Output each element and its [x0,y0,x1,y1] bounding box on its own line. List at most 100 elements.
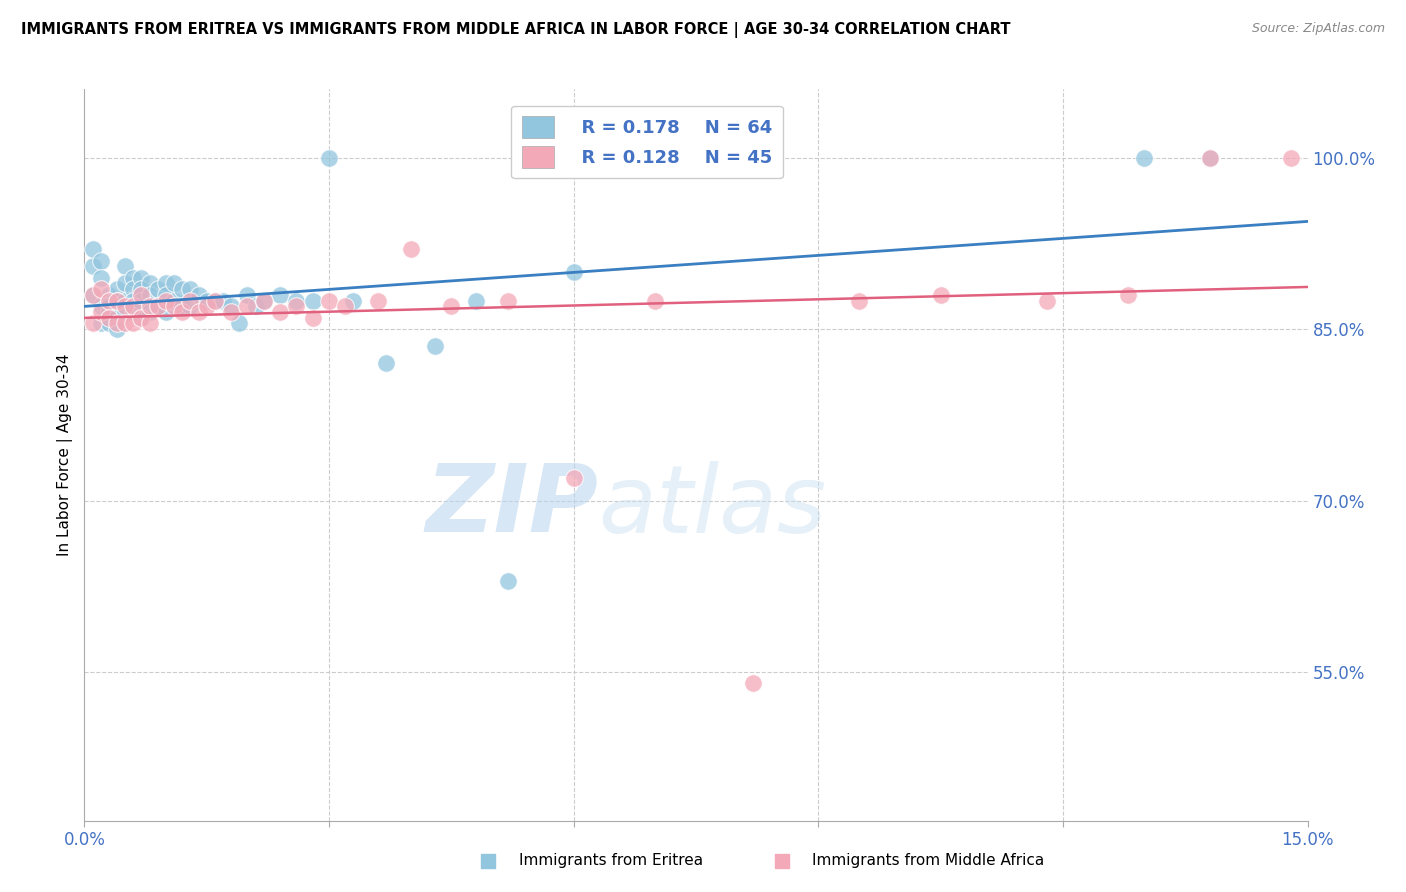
Point [105,282,128,296]
Point [97,293,120,308]
Point [138,288,160,302]
Point [1198,151,1220,165]
Point [114,260,136,274]
Point [131,293,153,308]
Point [82,288,104,302]
Point [236,299,259,313]
Point [146,299,169,313]
Point [97,288,120,302]
Point [155,305,177,319]
Point [228,317,250,331]
Point [138,277,160,291]
Point [163,299,186,313]
Point [179,282,201,296]
Point [236,288,259,302]
Point [179,299,201,313]
Point [929,288,952,302]
Point [122,305,145,319]
Point [204,293,226,308]
Point [90,253,112,268]
Point [122,299,145,313]
Point [269,288,291,302]
Point [114,317,136,331]
Point [204,293,226,308]
Point [155,277,177,291]
Point [195,299,218,313]
Point [172,282,194,296]
Point [114,293,136,308]
Point [105,317,128,331]
Point [375,356,398,371]
Point [285,299,308,313]
Point [644,293,666,308]
Point [138,299,160,313]
Y-axis label: In Labor Force | Age 30-34: In Labor Force | Age 30-34 [58,353,73,557]
Point [155,293,177,308]
Text: Immigrants from Eritrea: Immigrants from Eritrea [519,854,703,869]
Point [122,317,145,331]
Text: Immigrants from Middle Africa: Immigrants from Middle Africa [813,854,1045,869]
Point [97,305,120,319]
Point [131,282,153,296]
Point [138,317,160,331]
Point [105,293,128,308]
Point [498,574,520,588]
Point [131,310,153,325]
Point [742,676,765,690]
Point [245,299,267,313]
Point [172,299,194,313]
Point [105,299,128,313]
Legend:   R = 0.178    N = 64,   R = 0.128    N = 45: R = 0.178 N = 64, R = 0.128 N = 45 [512,105,783,178]
Point [269,305,291,319]
Point [97,310,120,325]
Point [1279,151,1302,165]
Point [285,293,308,308]
Point [318,151,340,165]
Point [90,270,112,285]
Point [146,299,169,313]
Point [1035,293,1057,308]
Point [90,305,112,319]
Point [195,293,218,308]
Point [187,305,209,319]
Text: Source: ZipAtlas.com: Source: ZipAtlas.com [1251,22,1385,36]
Point [155,288,177,302]
Text: IMMIGRANTS FROM ERITREA VS IMMIGRANTS FROM MIDDLE AFRICA IN LABOR FORCE | AGE 30: IMMIGRANTS FROM ERITREA VS IMMIGRANTS FR… [21,22,1011,38]
Text: ZIP: ZIP [425,460,598,552]
Point [90,317,112,331]
Point [90,299,112,313]
Point [367,293,389,308]
Point [105,293,128,308]
Point [131,288,153,302]
Point [498,293,520,308]
Point [440,299,463,313]
Point [562,471,585,485]
Point [253,293,276,308]
Point [122,293,145,308]
Point [179,293,201,308]
Point [138,305,160,319]
Point [301,310,323,325]
Point [399,242,422,256]
Point [146,282,169,296]
Point [1133,151,1156,165]
Point [114,305,136,319]
Point [82,260,104,274]
Point [97,299,120,313]
Point [90,282,112,296]
Point [122,270,145,285]
Point [342,293,364,308]
Point [163,277,186,291]
Point [1116,288,1139,302]
Point [335,299,357,313]
Point [82,242,104,256]
Point [1198,151,1220,165]
Text: atlas: atlas [598,460,827,551]
Point [114,299,136,313]
Point [105,310,128,325]
Point [97,293,120,308]
Point [122,282,145,296]
Point [131,310,153,325]
Point [114,277,136,291]
Point [219,305,242,319]
